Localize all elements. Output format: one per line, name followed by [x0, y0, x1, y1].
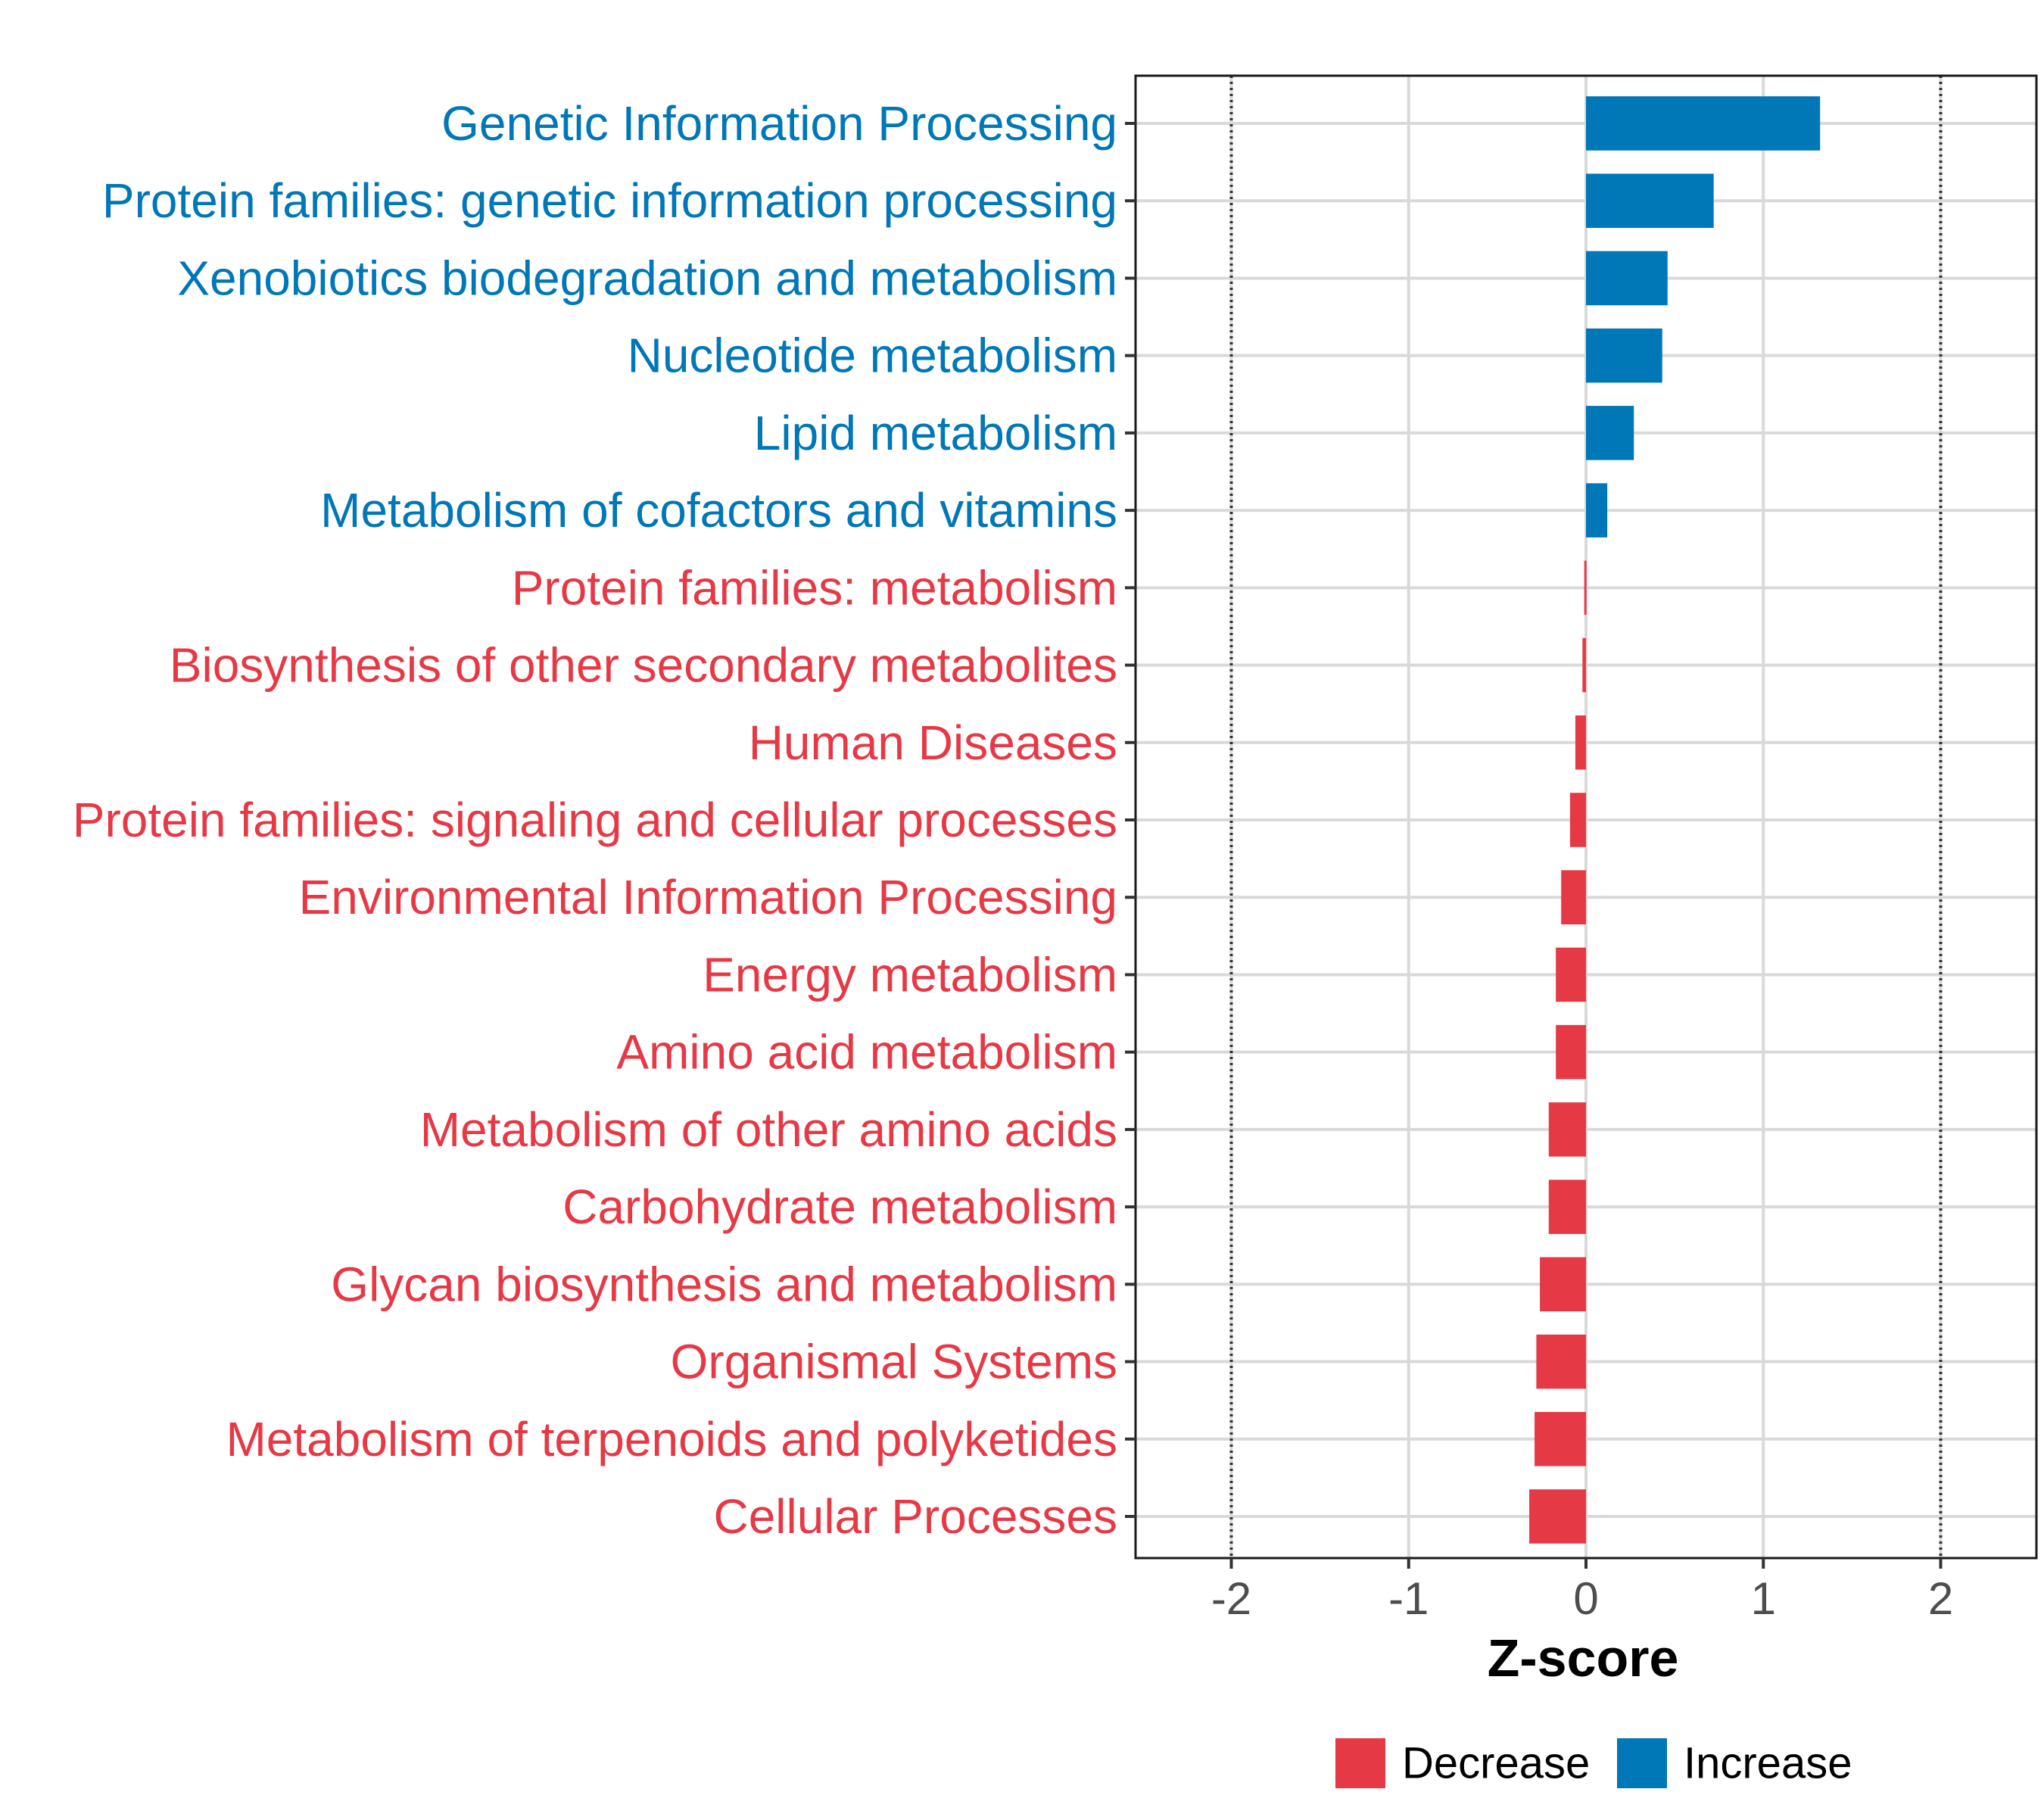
- category-label: Environmental Information Processing: [299, 870, 1117, 924]
- category-label: Metabolism of other amino acids: [420, 1102, 1117, 1157]
- bar: [1575, 715, 1586, 770]
- x-axis-ticks: -2 -1 0 1 2: [1211, 1558, 1953, 1624]
- x-tick-label: 0: [1573, 1573, 1598, 1624]
- category-label: Amino acid metabolism: [616, 1025, 1117, 1080]
- category-label: Nucleotide metabolism: [628, 329, 1117, 383]
- bar: [1548, 1102, 1586, 1157]
- category-label: Biosynthesis of other secondary metaboli…: [170, 638, 1117, 693]
- category-label: Metabolism of terpenoids and polyketides: [226, 1412, 1117, 1466]
- legend-label-decrease: Decrease: [1402, 1739, 1590, 1788]
- category-label: Protein families: signaling and cellular…: [73, 793, 1117, 847]
- reference-lines: [1229, 76, 1943, 1558]
- category-label: Genetic Information Processing: [441, 96, 1117, 151]
- category-label: Human Diseases: [749, 715, 1117, 770]
- bar: [1586, 328, 1662, 383]
- bar: [1586, 173, 1714, 228]
- bar: [1584, 560, 1587, 616]
- category-label: Cellular Processes: [713, 1489, 1117, 1544]
- x-tick-label: -1: [1388, 1573, 1429, 1624]
- category-label: Protein families: metabolism: [512, 560, 1117, 615]
- bar: [1561, 870, 1586, 924]
- category-label: Glycan biosynthesis and metabolism: [331, 1257, 1117, 1311]
- category-label: Protein families: genetic information pr…: [102, 173, 1117, 228]
- legend: Decrease Increase: [1335, 1738, 1852, 1788]
- legend-key-decrease: [1335, 1738, 1385, 1788]
- y-axis-category-labels: Genetic Information Processing Protein fa…: [73, 96, 1117, 1544]
- bar: [1535, 1412, 1586, 1466]
- bar: [1586, 483, 1608, 538]
- y-axis-ticks: [1125, 122, 1136, 1518]
- legend-label-increase: Increase: [1684, 1739, 1852, 1788]
- bar: [1556, 1024, 1586, 1080]
- category-label: Carbohydrate metabolism: [562, 1180, 1117, 1234]
- bar: [1586, 406, 1634, 460]
- category-label: Organismal Systems: [671, 1335, 1117, 1389]
- bar: [1536, 1334, 1586, 1389]
- x-tick-label: -2: [1211, 1573, 1251, 1624]
- x-axis-title: Z-score: [1488, 1628, 1679, 1688]
- category-label: Lipid metabolism: [754, 406, 1117, 460]
- bars: [1529, 96, 1821, 1544]
- bar: [1548, 1180, 1586, 1234]
- bar: [1586, 251, 1668, 306]
- bar: [1586, 96, 1821, 151]
- legend-key-increase: [1617, 1738, 1667, 1788]
- bar: [1529, 1489, 1586, 1544]
- category-label: Metabolism of cofactors and vitamins: [320, 483, 1117, 538]
- bar: [1582, 637, 1586, 693]
- bar: [1569, 793, 1586, 847]
- category-label: Energy metabolism: [703, 947, 1117, 1002]
- category-label: Xenobiotics biodegradation and metabolis…: [177, 251, 1117, 305]
- bar: [1540, 1257, 1586, 1312]
- bar: [1556, 947, 1586, 1002]
- x-tick-label: 2: [1928, 1573, 1953, 1624]
- x-tick-label: 1: [1751, 1573, 1776, 1624]
